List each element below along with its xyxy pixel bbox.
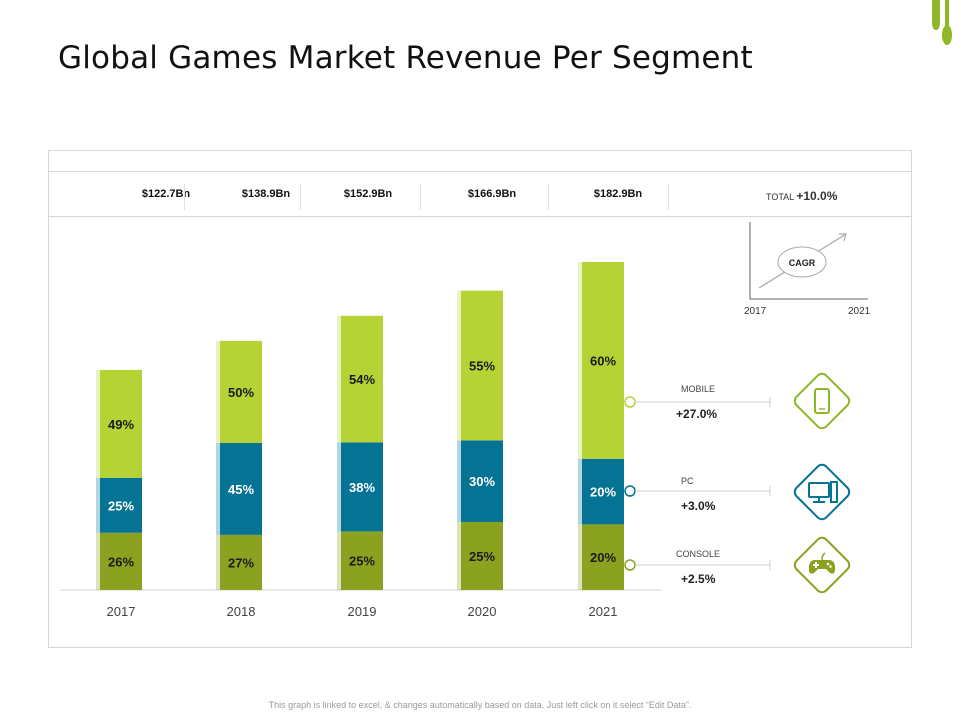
x-tick-2019: 2019 [348,604,377,619]
legend-mobile-name: MOBILE [681,384,716,394]
bar-shadow [337,315,341,443]
smartphone-icon [793,372,851,430]
label-pc-2019: 38% [349,480,375,495]
bar-shadow [578,524,582,590]
bar-pc-2021 [582,458,624,525]
bar-console-2019 [341,531,383,590]
cagr-graphic: CAGR [749,222,868,300]
legend-console-name: CONSOLE [676,549,721,559]
label-console-2021: 20% [590,550,616,565]
bar-pc-2019 [341,442,383,532]
label-pc-2021: 20% [590,485,616,500]
bar-mobile-2018 [220,340,262,443]
cagr-total: TOTAL +10.0% [766,189,837,203]
cagr-end-year: 2021 [848,306,871,317]
legend-pc-name: PC [681,476,694,486]
bar-shadow [216,534,220,590]
bar-shadow [337,531,341,590]
x-tick-2018: 2018 [227,604,256,619]
bar-console-2020 [461,521,503,590]
connector-dot [624,485,636,497]
bar-shadow [578,458,582,525]
label-mobile-2019: 54% [349,372,375,387]
bar-shadow [96,369,100,478]
x-tick-2021: 2021 [589,604,618,619]
connector-dot [624,396,636,408]
x-tick-2017: 2017 [107,604,136,619]
bar-pc-2017 [100,477,142,533]
label-mobile-2018: 50% [228,385,254,400]
bar-shadow [96,532,100,590]
label-pc-2017: 25% [108,498,134,513]
x-tick-2020: 2020 [468,604,497,619]
total-2019: $152.9Bn [343,188,393,200]
bar-mobile-2019 [341,315,383,443]
label-mobile-2017: 49% [108,417,134,432]
label-console-2017: 26% [108,554,134,569]
label-pc-2018: 45% [228,482,254,497]
bar-console-2021 [582,524,624,590]
bar-shadow [457,440,461,522]
bar-pc-2020 [461,440,503,522]
legend-pc-growth: +3.0% [681,499,716,513]
cagr-total-prefix: TOTAL [766,192,794,202]
label-console-2018: 27% [228,555,254,570]
label-mobile-2021: 60% [590,353,616,368]
brand-logo [932,0,952,45]
bar-shadow [216,340,220,443]
total-2020: $166.9Bn [467,188,517,200]
bar-console-2017 [100,532,142,590]
label-pc-2020: 30% [469,474,495,489]
totals-row: $122.7Bn $138.9Bn $152.9Bn $166.9Bn $182… [48,171,912,217]
bar-mobile-2020 [461,290,503,441]
bar-pc-2018 [220,442,262,535]
chart-panel [48,150,912,648]
page-title: Global Games Market Revenue Per Segment [58,40,753,76]
legend-mobile-growth: +27.0% [676,407,718,421]
cagr-label: CAGR [789,258,816,268]
legend-console-growth: +2.5% [681,572,716,586]
bar-shadow [457,290,461,441]
bar-console-2018 [220,534,262,590]
bar-shadow [216,442,220,535]
cagr-total-value: +10.0% [796,189,838,203]
cagr-start-year: 2017 [744,306,767,317]
total-2021: $182.9Bn [593,188,643,200]
total-2018: $138.9Bn [241,188,291,200]
connector-dot [624,559,636,571]
gamepad-icon [793,536,851,594]
bar-shadow [337,442,341,532]
label-console-2020: 25% [469,549,495,564]
bar-mobile-2021 [582,262,624,459]
footer-note: This graph is linked to excel, & changes… [268,700,692,710]
bar-shadow [457,521,461,590]
label-mobile-2020: 55% [469,359,495,374]
bar-shadow [578,262,582,459]
desktop-computer-icon [793,463,851,521]
total-2017: $122.7Bn [141,188,191,200]
label-console-2019: 25% [349,554,375,569]
bar-shadow [96,477,100,533]
bar-mobile-2017 [100,369,142,478]
